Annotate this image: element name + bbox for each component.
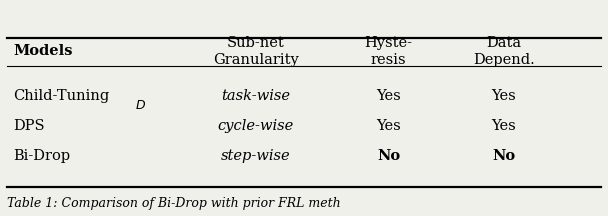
Text: Data
Depend.: Data Depend. [473,37,534,67]
Text: Yes: Yes [376,89,401,103]
Text: No: No [377,149,400,163]
Text: Sub-net
Granularity: Sub-net Granularity [213,37,299,67]
Text: Child-Tuning: Child-Tuning [13,89,109,103]
Text: Yes: Yes [491,119,516,133]
Text: DPS: DPS [13,119,45,133]
Text: step-wise: step-wise [221,149,291,163]
Text: Hyste-
resis: Hyste- resis [365,37,413,67]
Text: No: No [492,149,516,163]
Text: $\mathit{D}$: $\mathit{D}$ [134,99,145,112]
Text: Models: Models [13,44,73,59]
Text: Table 1: Comparison of Bi-Drop with prior FRL meth: Table 1: Comparison of Bi-Drop with prio… [7,197,341,210]
Text: Bi-Drop: Bi-Drop [13,149,71,163]
Text: Yes: Yes [376,119,401,133]
Text: cycle-wise: cycle-wise [218,119,294,133]
Text: Yes: Yes [491,89,516,103]
Text: task-wise: task-wise [221,89,290,103]
